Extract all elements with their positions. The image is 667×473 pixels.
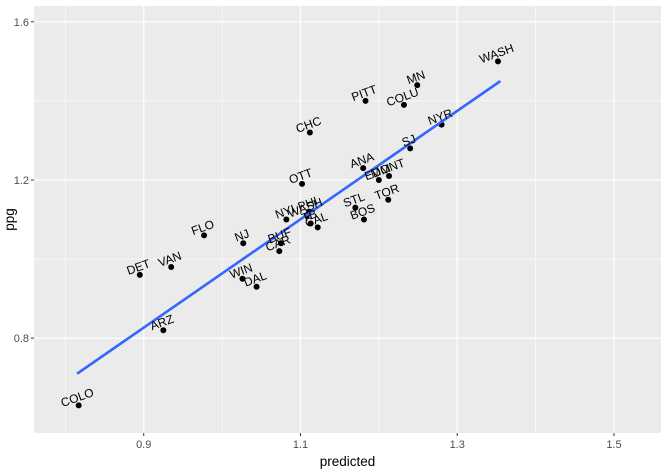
data-point — [75, 402, 82, 409]
x-tick-label: 0.9 — [136, 439, 151, 451]
data-point — [385, 196, 392, 203]
data-point — [240, 240, 247, 247]
point-label: PHI — [296, 194, 320, 214]
x-tick-label: 1.1 — [293, 439, 308, 451]
data-point — [239, 275, 246, 282]
x-axis-title: predicted — [320, 454, 376, 469]
data-point — [306, 129, 313, 136]
data-point — [168, 263, 175, 270]
data-point — [136, 271, 143, 278]
data-point — [407, 145, 414, 152]
y-axis-title: ppg — [2, 208, 17, 231]
data-point — [386, 173, 393, 180]
data-point — [283, 216, 290, 223]
data-point — [352, 204, 359, 211]
axis-ticks — [31, 21, 615, 436]
y-tick-label: 1.2 — [14, 175, 29, 187]
minor-gridlines — [34, 6, 661, 433]
data-point — [400, 101, 407, 108]
data-point — [299, 180, 306, 187]
plot-panel — [34, 6, 661, 433]
regression-line — [76, 80, 502, 375]
point-label: TB — [300, 206, 319, 224]
data-point — [253, 283, 260, 290]
x-tick-label: 1.3 — [450, 439, 465, 451]
data-point — [314, 224, 321, 231]
data-point — [494, 58, 501, 65]
major-gridlines — [34, 6, 661, 433]
axis-tick-labels: 0.9 1.1 1.3 1.5 0.8 1.2 1.6 — [14, 17, 622, 451]
point-label: NJ — [233, 226, 252, 244]
y-tick-label: 1.6 — [14, 17, 29, 29]
point-label: NYI — [273, 202, 297, 222]
data-point — [307, 220, 314, 227]
data-point — [201, 232, 208, 239]
data-points — [75, 58, 501, 409]
data-point — [362, 97, 369, 104]
data-point — [360, 216, 367, 223]
data-point — [277, 240, 284, 247]
point-label: MN — [405, 68, 427, 88]
data-point — [414, 82, 421, 89]
x-tick-label: 1.5 — [606, 439, 621, 451]
y-tick-label: 0.8 — [14, 333, 29, 345]
data-point — [360, 165, 367, 172]
data-point — [160, 327, 167, 334]
data-point — [375, 176, 382, 183]
point-label: SJ — [400, 132, 418, 150]
data-point — [276, 248, 283, 255]
